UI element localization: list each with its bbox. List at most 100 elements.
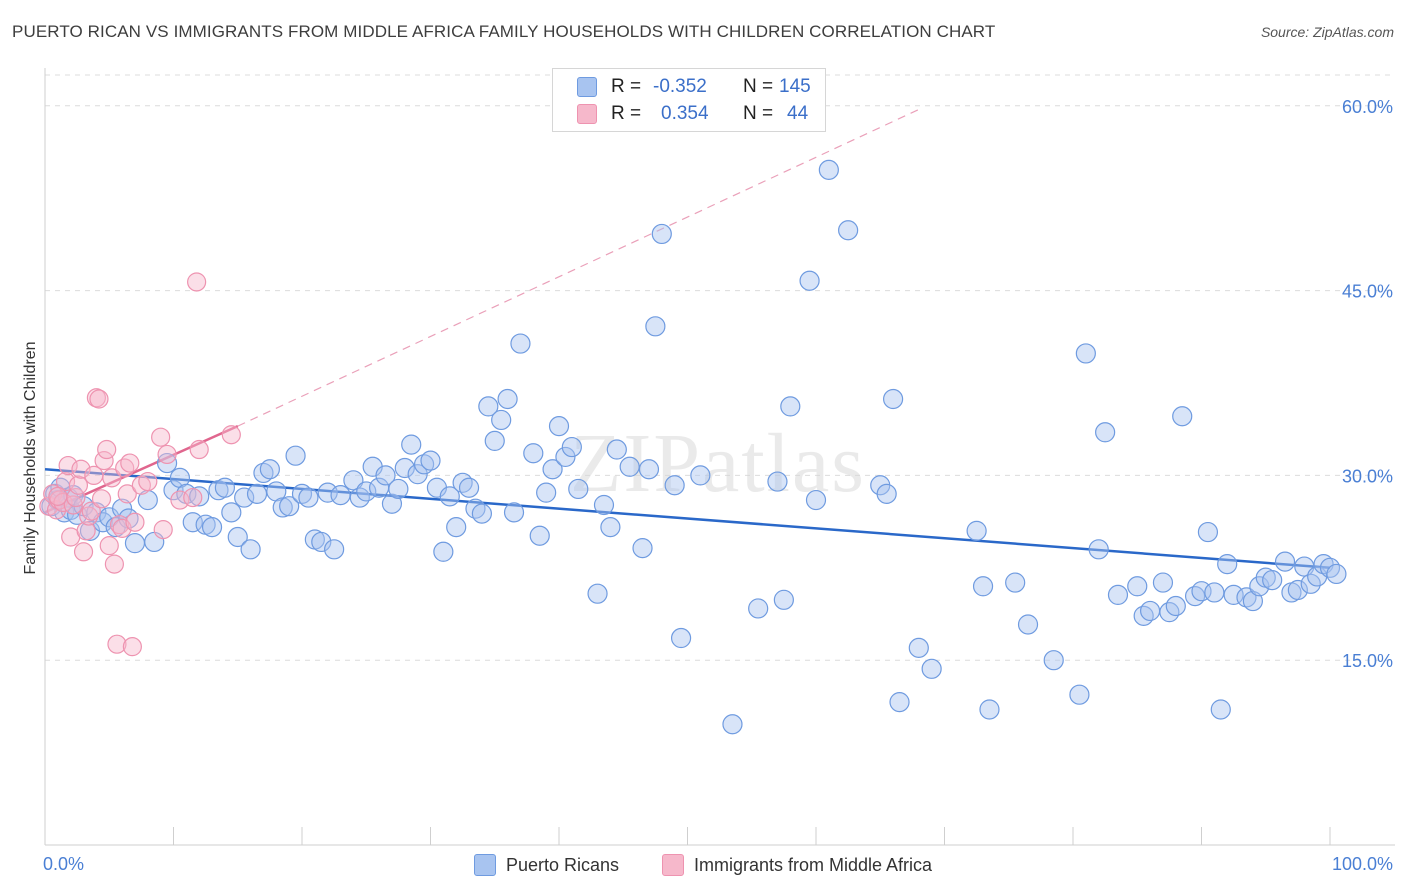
point-puerto-rican	[882, 388, 904, 410]
trend-line-middle-africa-extended	[237, 108, 920, 427]
y-tick-label: 45.0%	[1342, 282, 1393, 302]
point-puerto-rican	[799, 270, 820, 291]
y-tick-label: 60.0%	[1342, 97, 1393, 117]
point-puerto-rican	[645, 316, 666, 337]
point-puerto-rican	[536, 482, 557, 503]
point-puerto-rican	[1127, 576, 1148, 597]
n-value: 44	[787, 103, 809, 124]
point-puerto-rican	[214, 477, 235, 498]
point-puerto-rican	[272, 497, 293, 518]
point-middle-africa	[104, 554, 124, 574]
point-puerto-rican	[523, 443, 544, 464]
point-puerto-rican	[1005, 572, 1026, 593]
point-puerto-rican	[1139, 600, 1161, 622]
point-puerto-rican	[401, 434, 422, 455]
point-puerto-rican	[1236, 587, 1257, 608]
point-puerto-rican	[670, 627, 692, 649]
r-value: -0.352	[653, 76, 707, 97]
point-puerto-rican	[1274, 551, 1296, 572]
point-puerto-rican	[651, 223, 672, 245]
point-puerto-rican	[632, 537, 653, 559]
point-puerto-rican	[503, 502, 525, 523]
point-puerto-rican	[1197, 521, 1219, 543]
point-middle-africa	[79, 506, 99, 526]
point-puerto-rican	[279, 496, 300, 517]
point-puerto-rican	[1223, 584, 1244, 606]
point-middle-africa	[97, 439, 117, 460]
point-puerto-rican	[818, 159, 839, 180]
y-tick-label: 15.0%	[1342, 651, 1393, 671]
point-puerto-rican	[606, 439, 627, 460]
point-puerto-rican	[966, 520, 987, 541]
point-puerto-rican	[1287, 579, 1308, 601]
point-puerto-rican	[182, 512, 203, 533]
point-middle-africa	[221, 425, 241, 445]
point-puerto-rican	[664, 475, 685, 496]
point-puerto-rican	[979, 699, 1000, 720]
point-middle-africa	[73, 542, 94, 562]
point-puerto-rican	[388, 478, 409, 500]
point-puerto-rican	[471, 503, 492, 524]
point-puerto-rican	[1172, 406, 1193, 427]
data-points	[39, 159, 1347, 735]
point-puerto-rican	[838, 220, 859, 241]
point-middle-africa	[189, 439, 209, 460]
point-middle-africa	[63, 495, 83, 515]
point-puerto-rican	[1210, 699, 1231, 720]
tick-labels: 15.0% 30.0% 45.0% 60.0% 0.0% 100.0%	[43, 97, 1393, 874]
point-puerto-rican	[311, 531, 332, 553]
point-puerto-rican	[1095, 422, 1116, 443]
point-middle-africa	[125, 512, 145, 532]
point-puerto-rican	[381, 493, 403, 514]
point-puerto-rican	[407, 464, 428, 485]
point-puerto-rican	[189, 486, 210, 507]
point-puerto-rican	[805, 489, 827, 511]
point-middle-africa	[187, 272, 207, 292]
point-puerto-rican	[1242, 590, 1264, 612]
point-puerto-rican	[433, 541, 454, 562]
point-puerto-rican	[593, 494, 615, 516]
point-puerto-rican	[413, 454, 435, 475]
point-puerto-rican	[356, 481, 377, 502]
point-puerto-rican	[227, 526, 248, 548]
point-puerto-rican	[619, 456, 640, 477]
point-middle-africa	[55, 471, 76, 492]
point-middle-africa	[76, 521, 96, 541]
point-puerto-rican	[478, 396, 499, 417]
point-puerto-rican	[510, 333, 531, 354]
point-puerto-rican	[587, 583, 608, 604]
point-puerto-rican	[221, 502, 242, 523]
point-puerto-rican	[497, 388, 518, 410]
point-puerto-rican	[889, 691, 910, 713]
point-puerto-rican	[163, 480, 184, 501]
point-middle-africa	[138, 471, 158, 492]
point-puerto-rican	[773, 589, 794, 610]
point-puerto-rican	[548, 416, 570, 437]
point-puerto-rican	[780, 396, 801, 417]
point-middle-africa	[89, 389, 109, 409]
n-value: 145	[779, 76, 811, 97]
legend-row-middle-africa: R = 0.354 N = 44	[577, 102, 808, 126]
watermark: ZIPatlas	[570, 417, 866, 510]
point-middle-africa	[91, 489, 112, 509]
point-middle-africa	[94, 451, 114, 471]
n-label: N =	[743, 103, 774, 124]
legend-row-puerto-ricans: R = -0.352 N = 145	[577, 75, 811, 99]
point-middle-africa	[122, 637, 142, 657]
point-puerto-rican	[240, 539, 261, 560]
correlation-legend: R = -0.352 N = 145 R = 0.354 N = 44	[552, 68, 826, 132]
point-puerto-rican	[529, 525, 550, 546]
point-puerto-rican	[1165, 595, 1186, 617]
point-puerto-rican	[420, 450, 441, 471]
point-puerto-rican	[458, 477, 480, 498]
point-puerto-rican	[600, 517, 621, 538]
axes	[44, 68, 1395, 846]
point-middle-africa	[48, 486, 68, 506]
point-middle-africa	[107, 634, 127, 654]
point-puerto-rican	[1217, 554, 1238, 575]
point-puerto-rican	[484, 430, 505, 452]
point-puerto-rican	[317, 482, 338, 503]
point-puerto-rican	[722, 714, 743, 735]
legend-label: Puerto Ricans	[506, 854, 620, 875]
